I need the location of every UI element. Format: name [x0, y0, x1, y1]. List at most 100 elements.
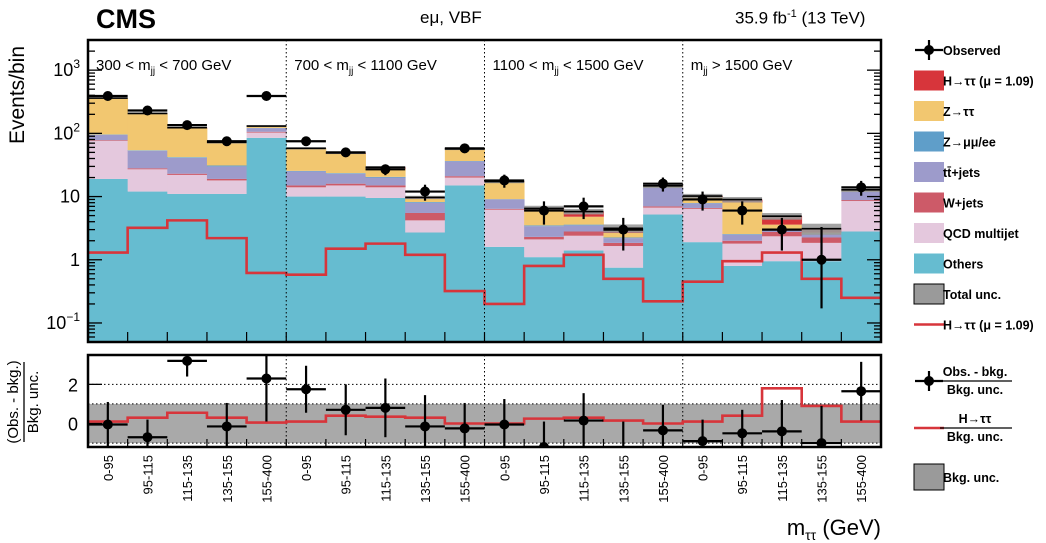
- bar-others-12: [563, 250, 604, 342]
- legend-label-ttbar: tt̄+jets: [943, 166, 980, 180]
- x-axis-label-main: m: [787, 515, 805, 540]
- pull-point-0: [102, 419, 113, 430]
- legend-swatch-qcd: [914, 223, 944, 243]
- pull-point-12: [578, 415, 589, 426]
- x-tick-label-12: 115-135: [577, 455, 592, 502]
- legend2-marker-dot: [924, 376, 934, 386]
- x-tick-label-10: 0-95: [497, 455, 512, 481]
- bar-others-5: [286, 196, 327, 342]
- observed-point-8: [420, 186, 431, 197]
- bar-others-10: [484, 246, 525, 342]
- pull-point-4: [261, 373, 272, 384]
- legend-label-observed: Observed: [943, 44, 1001, 58]
- main-plot-area: [88, 91, 881, 342]
- observed-point-5: [301, 136, 312, 147]
- observed-point-15: [697, 194, 708, 205]
- pull-point-10: [499, 419, 510, 430]
- legend2-num-pull: Obs. - bkg.: [943, 365, 1008, 379]
- x-tick-label-18: 135-155: [815, 455, 830, 503]
- observed-point-2: [182, 120, 193, 131]
- x-tick-label-6: 95-115: [339, 455, 354, 495]
- bar-qcd-0: [88, 140, 129, 179]
- x-axis-label-sub: ττ: [805, 527, 817, 543]
- bar-others-9: [444, 185, 485, 342]
- bar-others-1: [127, 191, 168, 342]
- x-tick-label-15: 0-95: [696, 455, 711, 481]
- bar-zll-16: [722, 234, 763, 235]
- bar-qcd-9: [444, 177, 485, 186]
- observed-point-1: [142, 105, 153, 116]
- bar-ttbar-3: [206, 166, 247, 179]
- legend2-num-sig: H→ττ: [959, 412, 992, 426]
- bar-ttbar-5: [286, 171, 327, 186]
- bar-qcd-7: [365, 187, 406, 198]
- bar-zll-11: [524, 225, 565, 227]
- bar-ttbar-8: [405, 202, 446, 213]
- bar-ztautau-6: [325, 153, 366, 174]
- region-label-2: 1100 < mjj < 1500 GeV: [493, 57, 644, 77]
- y-tick-base: 10: [60, 187, 80, 207]
- bar-ttbar-0: [88, 134, 129, 141]
- bar-ztautau-12: [563, 216, 604, 225]
- x-tick-label-14: 155-400: [656, 455, 671, 503]
- bar-wjets-1: [127, 168, 168, 170]
- pull-point-9: [459, 423, 470, 434]
- legend-swatch-others: [914, 253, 944, 274]
- bar-ttbar-2: [167, 157, 208, 174]
- bar-qcd-15: [682, 208, 723, 243]
- pull-point-14: [657, 425, 668, 436]
- observed-point-16: [737, 205, 748, 216]
- bar-ttbar-19: [841, 191, 881, 201]
- bar-qcd-11: [524, 239, 565, 258]
- bar-wjets-9: [444, 176, 485, 178]
- x-tick-label-1: 95-115: [140, 455, 155, 495]
- y-tick-label: 102: [53, 120, 80, 143]
- bar-ttbar-7: [365, 177, 406, 186]
- y-tick-exp: 2: [73, 120, 80, 134]
- region-label-0: 300 < mjj < 700 GeV: [96, 57, 231, 77]
- region-label-pre: 700 < m: [294, 57, 349, 74]
- x-tick-label-3: 135-155: [220, 455, 235, 503]
- bar-ttbar-1: [127, 150, 168, 169]
- channel-label: eμ, VBF: [420, 8, 482, 27]
- bar-ttbar-12: [563, 225, 604, 232]
- pull-point-8: [420, 421, 431, 432]
- region-label-post: < 1100 GeV: [353, 57, 437, 74]
- legend-swatch-wjets: [914, 192, 944, 213]
- y-tick-label: 10: [60, 187, 80, 207]
- region-label-pre: 1100 < m: [493, 57, 555, 74]
- observed-point-11: [538, 205, 549, 216]
- legend-label-ztautau: Z→ττ: [943, 105, 975, 119]
- bar-zll-3: [206, 165, 247, 167]
- pull-point-18: [816, 438, 827, 447]
- bar-qcd-4: [246, 132, 287, 138]
- bar-zll-5: [286, 170, 327, 172]
- bar-ztautau-9: [444, 149, 485, 162]
- region-label-pre: 300 < m: [96, 57, 151, 74]
- bar-zll-12: [563, 224, 604, 226]
- bar-wjets-10: [484, 208, 525, 210]
- region-label-1: 700 < mjj < 1100 GeV: [294, 57, 437, 77]
- bar-ztautau-0: [88, 98, 129, 135]
- lumi-energy: (13 TeV): [796, 8, 866, 28]
- y-tick-base: 10: [53, 60, 73, 80]
- observed-point-12: [578, 201, 589, 212]
- bar-wjets-6: [325, 183, 366, 186]
- bar-ttbar-4: [246, 128, 287, 132]
- observed-point-13: [618, 224, 629, 235]
- x-tick-label-8: 135-155: [418, 455, 433, 503]
- bar-ttbar-14: [643, 187, 684, 207]
- bar-others-14: [643, 214, 684, 342]
- x-tick-label-0: 0-95: [101, 455, 116, 481]
- bar-wjets-4: [246, 131, 287, 133]
- ratio-y-tick-label: 0: [68, 415, 78, 435]
- observed-point-9: [459, 143, 470, 154]
- x-tick-label-7: 115-135: [378, 455, 393, 502]
- y-tick-exp: −1: [66, 310, 80, 324]
- bar-zll-2: [167, 157, 208, 158]
- x-tick-label-13: 135-155: [616, 455, 631, 503]
- bar-zll-6: [325, 173, 366, 174]
- bar-zll-8: [405, 202, 446, 203]
- bar-others-16: [722, 265, 763, 342]
- legend-label-signal_line: H→ττ (μ = 1.09): [943, 319, 1034, 333]
